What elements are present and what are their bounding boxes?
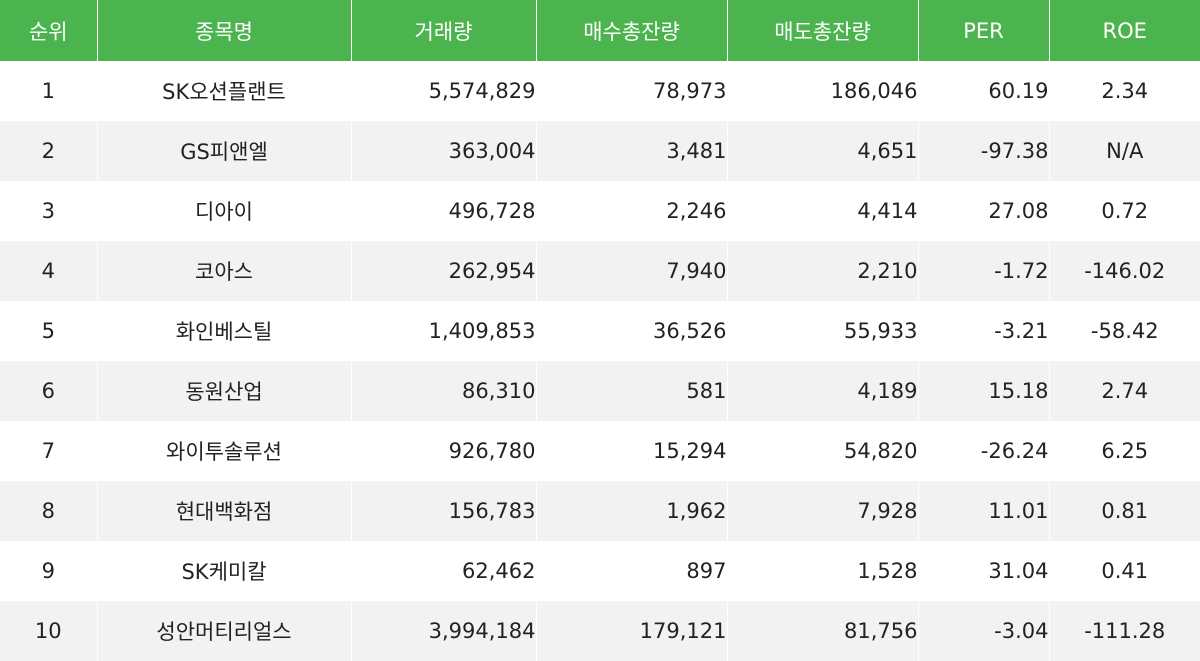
cell-rank: 9 [0, 541, 98, 601]
cell-total-ask-volume: 4,189 [727, 361, 919, 421]
cell-stock-name: 코아스 [97, 241, 352, 301]
table-row: 2 GS피앤엘 363,004 3,481 4,651 -97.38 N/A [0, 121, 1200, 181]
cell-per: 60.19 [918, 61, 1050, 121]
cell-rank: 4 [0, 241, 98, 301]
cell-rank: 5 [0, 301, 98, 361]
cell-roe: 0.41 [1049, 541, 1200, 601]
cell-total-ask-volume: 81,756 [727, 601, 919, 661]
cell-total-bid-volume: 7,940 [536, 241, 728, 301]
header-total-bid-volume: 매수총잔량 [536, 0, 728, 61]
cell-volume: 86,310 [351, 361, 537, 421]
cell-roe: -146.02 [1049, 241, 1200, 301]
cell-total-bid-volume: 78,973 [536, 61, 728, 121]
cell-total-bid-volume: 179,121 [536, 601, 728, 661]
cell-volume: 3,994,184 [351, 601, 537, 661]
cell-per: -97.38 [918, 121, 1050, 181]
cell-total-ask-volume: 2,210 [727, 241, 919, 301]
cell-stock-name: 화인베스틸 [97, 301, 352, 361]
header-stock-name: 종목명 [97, 0, 352, 61]
cell-stock-name: SK케미칼 [97, 541, 352, 601]
cell-total-ask-volume: 4,651 [727, 121, 919, 181]
cell-per: -26.24 [918, 421, 1050, 481]
table-row: 4 코아스 262,954 7,940 2,210 -1.72 -146.02 [0, 241, 1200, 301]
table-row: 8 현대백화점 156,783 1,962 7,928 11.01 0.81 [0, 481, 1200, 541]
table-row: 7 와이투솔루션 926,780 15,294 54,820 -26.24 6.… [0, 421, 1200, 481]
cell-total-bid-volume: 3,481 [536, 121, 728, 181]
cell-rank: 1 [0, 61, 98, 121]
cell-volume: 62,462 [351, 541, 537, 601]
cell-volume: 363,004 [351, 121, 537, 181]
cell-total-ask-volume: 55,933 [727, 301, 919, 361]
cell-volume: 262,954 [351, 241, 537, 301]
cell-roe: N/A [1049, 121, 1200, 181]
cell-total-bid-volume: 36,526 [536, 301, 728, 361]
cell-stock-name: 성안머티리얼스 [97, 601, 352, 661]
cell-total-ask-volume: 7,928 [727, 481, 919, 541]
cell-total-bid-volume: 15,294 [536, 421, 728, 481]
header-total-ask-volume: 매도총잔량 [727, 0, 919, 61]
cell-total-ask-volume: 54,820 [727, 421, 919, 481]
cell-stock-name: SK오션플랜트 [97, 61, 352, 121]
cell-rank: 3 [0, 181, 98, 241]
cell-total-ask-volume: 4,414 [727, 181, 919, 241]
cell-total-ask-volume: 1,528 [727, 541, 919, 601]
table-row: 3 디아이 496,728 2,246 4,414 27.08 0.72 [0, 181, 1200, 241]
cell-roe: -111.28 [1049, 601, 1200, 661]
cell-volume: 1,409,853 [351, 301, 537, 361]
cell-roe: 6.25 [1049, 421, 1200, 481]
cell-roe: 0.81 [1049, 481, 1200, 541]
cell-stock-name: 와이투솔루션 [97, 421, 352, 481]
cell-stock-name: 현대백화점 [97, 481, 352, 541]
cell-total-bid-volume: 897 [536, 541, 728, 601]
cell-roe: -58.42 [1049, 301, 1200, 361]
cell-roe: 2.74 [1049, 361, 1200, 421]
cell-volume: 496,728 [351, 181, 537, 241]
cell-stock-name: 디아이 [97, 181, 352, 241]
table-row: 10 성안머티리얼스 3,994,184 179,121 81,756 -3.0… [0, 601, 1200, 661]
cell-per: -1.72 [918, 241, 1050, 301]
cell-roe: 0.72 [1049, 181, 1200, 241]
cell-total-bid-volume: 1,962 [536, 481, 728, 541]
cell-total-bid-volume: 2,246 [536, 181, 728, 241]
cell-rank: 10 [0, 601, 98, 661]
cell-volume: 156,783 [351, 481, 537, 541]
cell-per: -3.04 [918, 601, 1050, 661]
cell-per: 27.08 [918, 181, 1050, 241]
cell-per: 15.18 [918, 361, 1050, 421]
cell-volume: 5,574,829 [351, 61, 537, 121]
cell-per: 31.04 [918, 541, 1050, 601]
header-rank: 순위 [0, 0, 98, 61]
header-row: 순위 종목명 거래량 매수총잔량 매도총잔량 PER ROE [0, 0, 1200, 61]
table-row: 6 동원산업 86,310 581 4,189 15.18 2.74 [0, 361, 1200, 421]
cell-total-bid-volume: 581 [536, 361, 728, 421]
cell-roe: 2.34 [1049, 61, 1200, 121]
cell-total-ask-volume: 186,046 [727, 61, 919, 121]
cell-volume: 926,780 [351, 421, 537, 481]
cell-rank: 2 [0, 121, 98, 181]
table-row: 1 SK오션플랜트 5,574,829 78,973 186,046 60.19… [0, 61, 1200, 121]
header-per: PER [918, 0, 1050, 61]
cell-stock-name: 동원산업 [97, 361, 352, 421]
cell-rank: 7 [0, 421, 98, 481]
table-row: 9 SK케미칼 62,462 897 1,528 31.04 0.41 [0, 541, 1200, 601]
cell-rank: 8 [0, 481, 98, 541]
cell-rank: 6 [0, 361, 98, 421]
table-row: 5 화인베스틸 1,409,853 36,526 55,933 -3.21 -5… [0, 301, 1200, 361]
header-roe: ROE [1049, 0, 1200, 61]
cell-stock-name: GS피앤엘 [97, 121, 352, 181]
cell-per: -3.21 [918, 301, 1050, 361]
cell-per: 11.01 [918, 481, 1050, 541]
header-volume: 거래량 [351, 0, 537, 61]
